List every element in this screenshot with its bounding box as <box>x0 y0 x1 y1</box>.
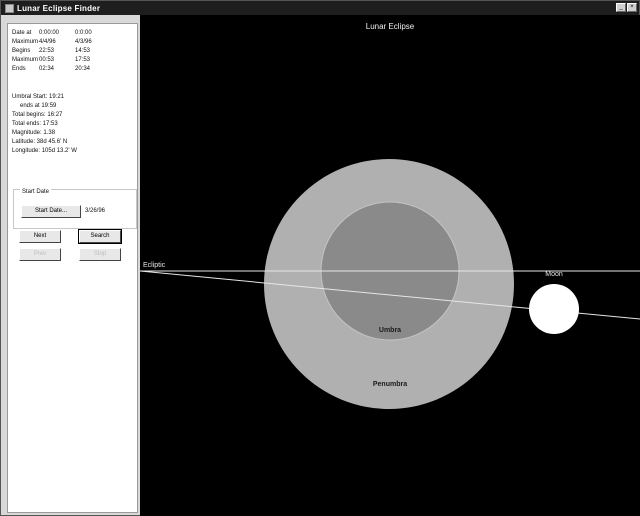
result-value-local: 20:34 <box>75 65 115 73</box>
result-value-ut: 4/4/96 <box>39 38 75 46</box>
info-total-begins: Total begins: 16:27 <box>12 111 137 119</box>
result-value-local: 0:0:00 <box>75 29 115 37</box>
result-row-begins: Begins 22:53 14:53 <box>12 47 137 55</box>
result-label: Begins <box>12 47 39 55</box>
result-label: Maximum <box>12 38 39 46</box>
title-bar[interactable]: Lunar Eclipse Finder _ × <box>1 1 639 15</box>
info-longitude: Longitude: 105d 13.2' W <box>12 147 137 155</box>
start-date-group: Start Date Start Date... 3/26/96 <box>13 189 137 229</box>
start-date-value: 3/26/96 <box>85 207 105 215</box>
result-value-ut: 22:53 <box>39 47 75 55</box>
result-row-ends: Ends 02:34 20:34 <box>12 65 137 73</box>
result-value-local: 14:53 <box>75 47 115 55</box>
info-latitude: Latitude: 38d 45.6' N <box>12 138 137 146</box>
info-umbral-end: ends at 19:59 <box>20 102 145 110</box>
result-value-local: 17:53 <box>75 56 115 64</box>
result-label: Date at <box>12 29 39 37</box>
result-row-maximum-date: Maximum 4/4/96 4/3/96 <box>12 38 137 46</box>
result-value-local: 4/3/96 <box>75 38 115 46</box>
start-date-button[interactable]: Start Date... <box>21 205 81 218</box>
info-total-ends: Total ends: 17:53 <box>12 120 137 128</box>
minimize-button[interactable]: _ <box>616 3 626 12</box>
umbra-label: Umbra <box>379 327 401 334</box>
ecliptic-label: Ecliptic <box>143 262 166 269</box>
penumbra-label: Penumbra <box>373 381 407 388</box>
result-row-maximum: Maximum 00:53 17:53 <box>12 56 137 64</box>
info-magnitude: Magnitude: 1.38 <box>12 129 137 137</box>
result-label: Ends <box>12 65 39 73</box>
result-value-ut: 0:00:00 <box>39 29 75 37</box>
eclipse-canvas: Lunar Eclipse Ecliptic Moon Umbra Penumb… <box>140 15 640 516</box>
moon-label: Moon <box>545 271 563 278</box>
search-button[interactable]: Search <box>79 230 121 243</box>
window-controls: _ × <box>616 3 637 12</box>
result-value-ut: 02:34 <box>39 65 75 73</box>
canvas-title: Lunar Eclipse <box>366 22 415 31</box>
result-row-date: Date at 0:00:00 0:0:00 <box>12 29 137 37</box>
info-umbral-start: Umbral Start: 19:21 <box>12 93 137 101</box>
window-title: Lunar Eclipse Finder <box>17 4 100 13</box>
results-panel: Date at 0:00:00 0:0:00 Maximum 4/4/96 4/… <box>7 23 138 513</box>
prev-button[interactable]: Prev <box>19 248 61 261</box>
app-icon <box>5 4 14 13</box>
eclipse-diagram: Lunar Eclipse Ecliptic Moon Umbra Penumb… <box>140 15 640 516</box>
result-label: Maximum <box>12 56 39 64</box>
stop-button[interactable]: Stop <box>79 248 121 261</box>
moon-disc <box>529 284 579 334</box>
close-button[interactable]: × <box>627 3 637 12</box>
start-date-group-label: Start Date <box>20 189 51 195</box>
next-button[interactable]: Next <box>19 230 61 243</box>
result-value-ut: 00:53 <box>39 56 75 64</box>
